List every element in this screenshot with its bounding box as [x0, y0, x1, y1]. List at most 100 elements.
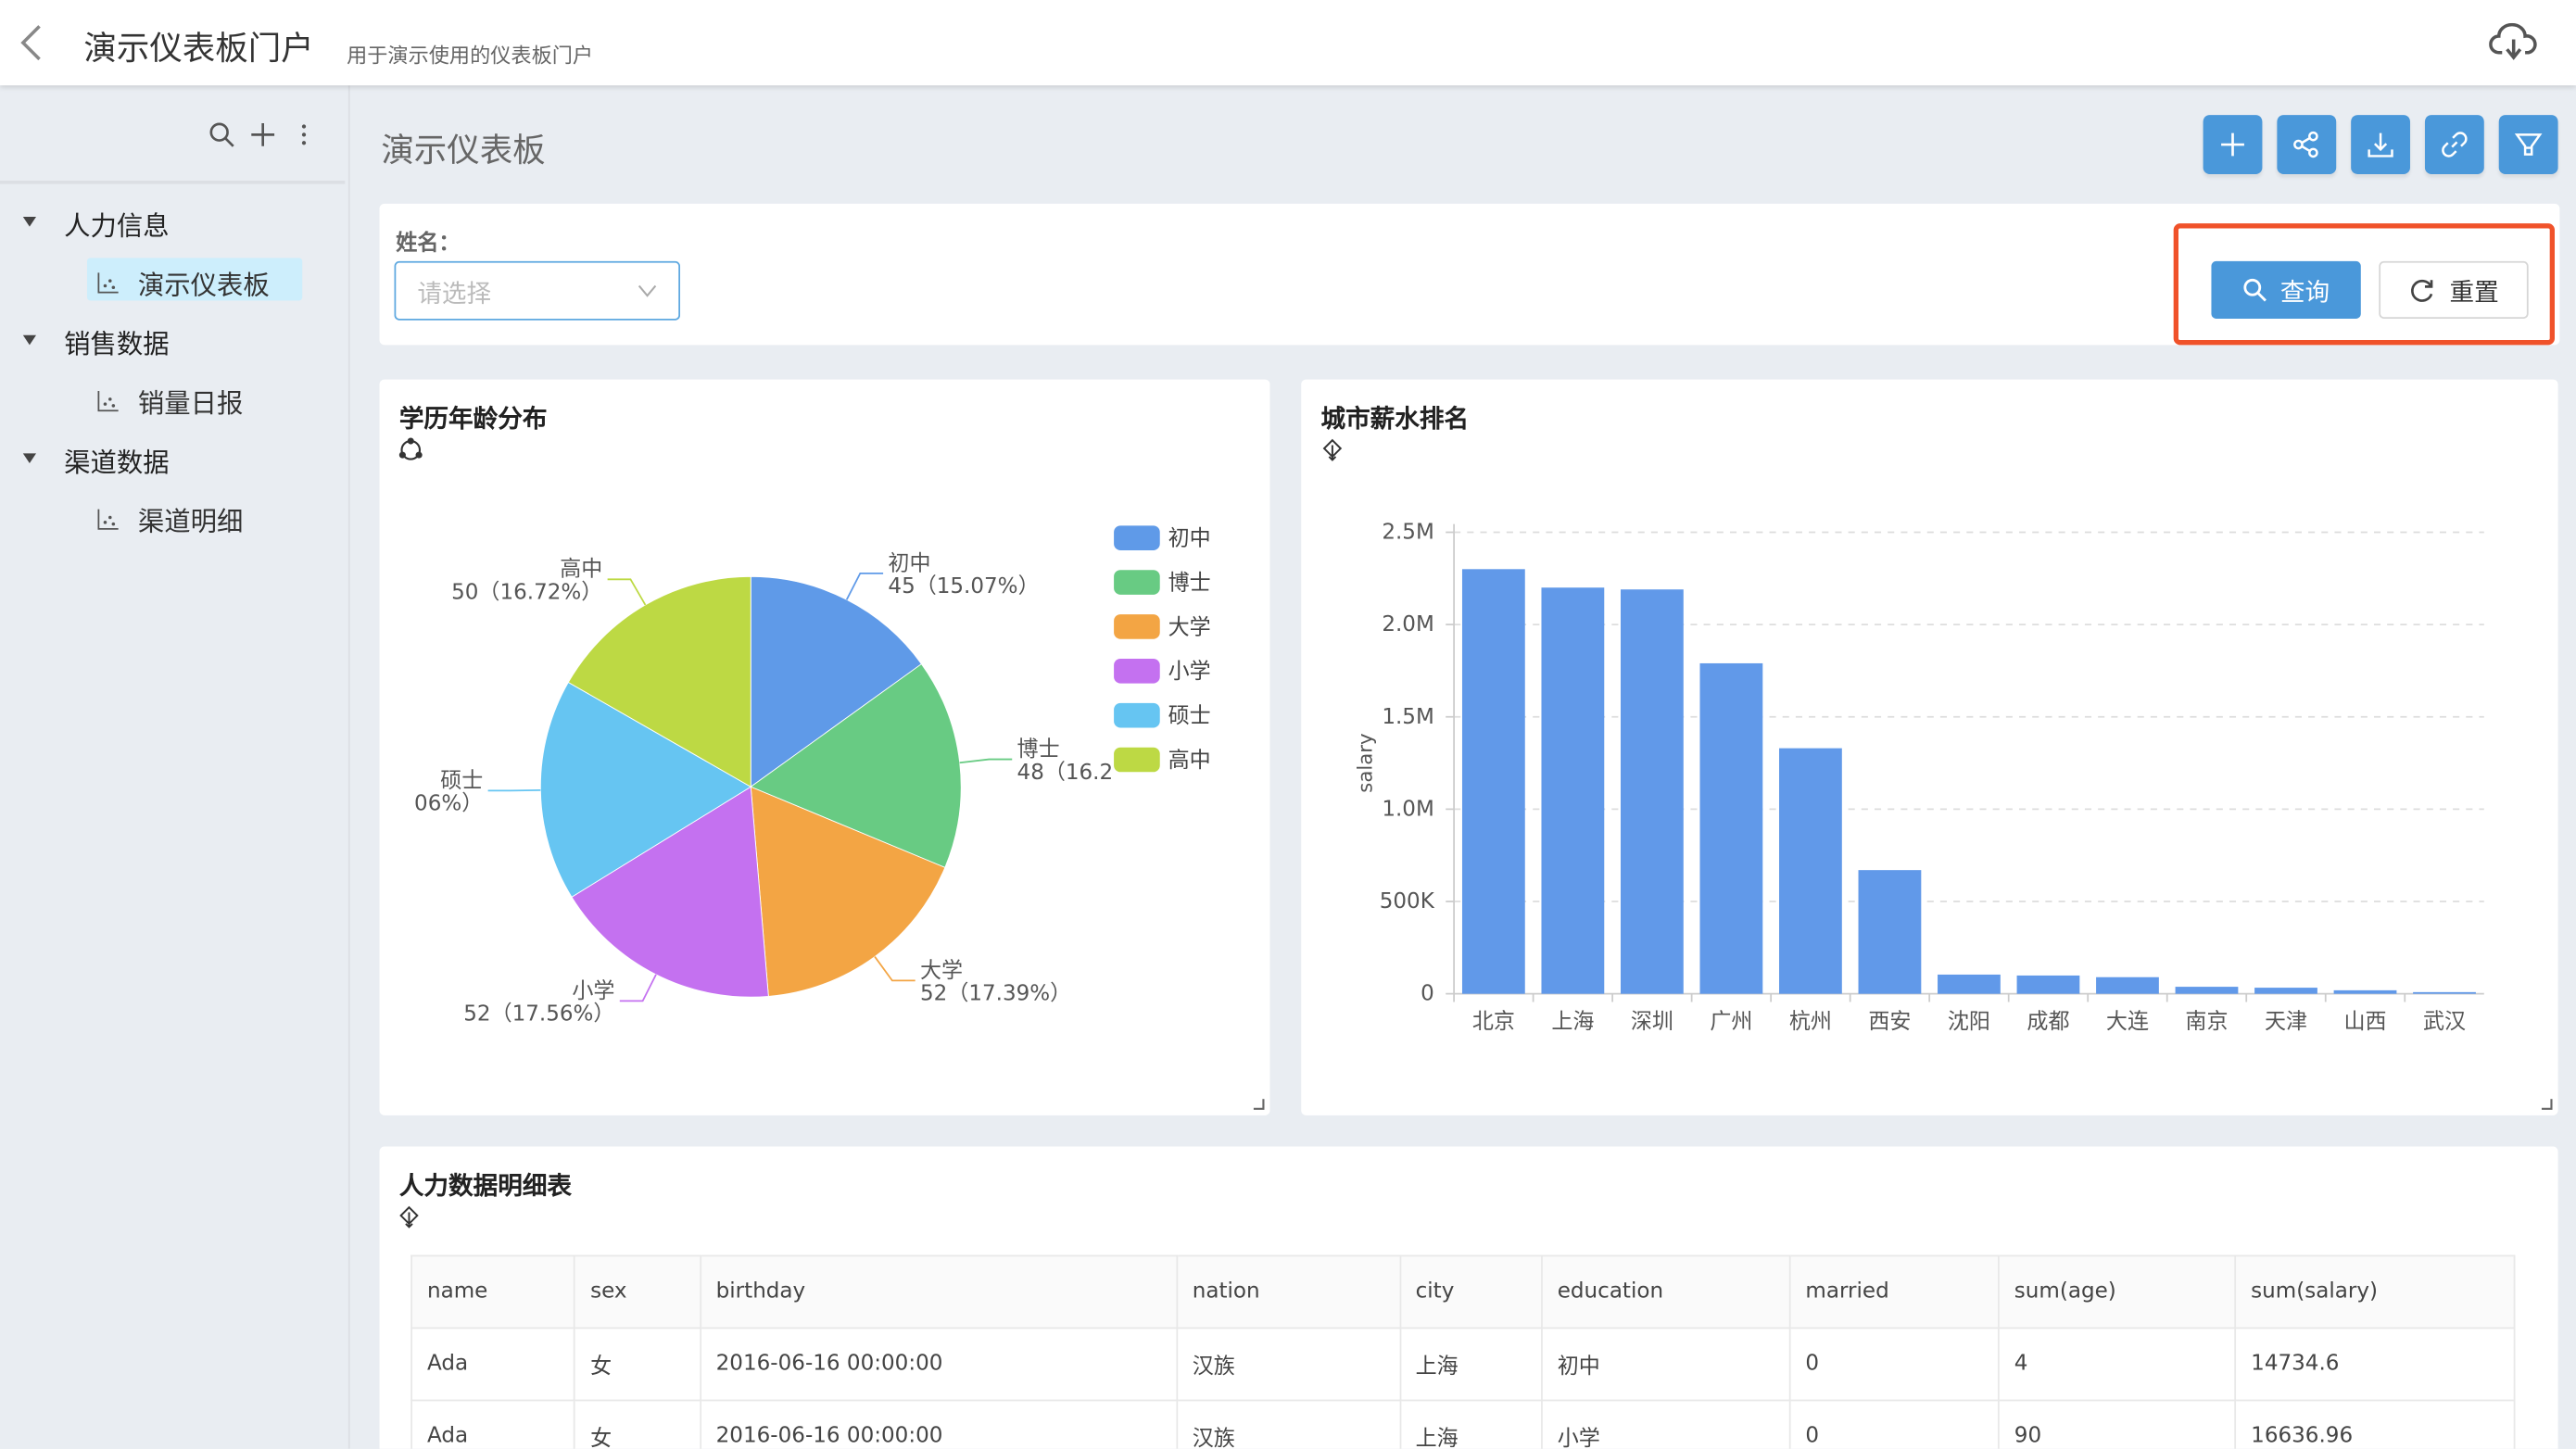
legend-label[interactable]: 高中: [1168, 749, 1211, 773]
bar[interactable]: [2333, 989, 2397, 994]
resize-handle[interactable]: [2541, 1099, 2553, 1110]
pie-label-line: [607, 578, 647, 606]
download-button[interactable]: [2351, 115, 2410, 174]
x-tick-label: 大连: [2106, 1010, 2149, 1034]
pie-label-value: 50（16.72%）: [451, 581, 602, 605]
filter-icon: [2514, 133, 2543, 156]
expand-toggle-icon[interactable]: [22, 217, 37, 227]
column-header[interactable]: married: [1788, 1254, 2000, 1329]
bar[interactable]: [2096, 976, 2159, 994]
name-filter-label: 姓名：: [396, 231, 461, 257]
reset-button[interactable]: 重置: [2379, 260, 2529, 319]
highlight-box: [2173, 223, 2556, 346]
legend-swatch[interactable]: [1114, 658, 1160, 684]
bar[interactable]: [2175, 987, 2239, 994]
legend-swatch[interactable]: [1114, 525, 1160, 550]
legend-swatch[interactable]: [1114, 747, 1160, 773]
filter-button[interactable]: [2498, 115, 2558, 174]
table-cell: Ada: [410, 1399, 576, 1449]
column-header[interactable]: birthday: [699, 1254, 1178, 1329]
pie-slice[interactable]: [750, 575, 923, 788]
sidebar-group[interactable]: 人力信息: [64, 209, 170, 242]
legend-label[interactable]: 大学: [1168, 615, 1211, 639]
portal-subtitle: 用于演示使用的仪表板门户: [347, 43, 594, 68]
search-icon: [2243, 278, 2267, 302]
bar[interactable]: [1779, 748, 1842, 994]
pie-slice[interactable]: [567, 575, 751, 788]
y-tick-label: 500K: [1380, 889, 1435, 914]
pie-slice[interactable]: [750, 663, 962, 868]
table-cell: 0: [1788, 1399, 2000, 1449]
table-type-icon: [399, 1205, 419, 1228]
sidebar-item[interactable]: 销量日报: [137, 387, 244, 420]
query-button[interactable]: 查询: [2211, 260, 2361, 319]
column-header[interactable]: name: [410, 1254, 576, 1329]
legend-label[interactable]: 博士: [1168, 572, 1211, 596]
more-vertical-icon[interactable]: [297, 121, 310, 147]
legend-swatch[interactable]: [1114, 702, 1160, 728]
bar[interactable]: [1938, 974, 2001, 994]
bar[interactable]: [2254, 988, 2317, 994]
share-button[interactable]: [2277, 115, 2337, 174]
name-select-placeholder: 请选择: [417, 279, 492, 309]
table-cell: 90: [1998, 1399, 2237, 1449]
search-icon[interactable]: [208, 121, 234, 147]
bar[interactable]: [1541, 587, 1605, 994]
bar[interactable]: [1858, 870, 1922, 994]
column-header[interactable]: education: [1540, 1254, 1791, 1329]
pie-label-value: 48（16.2: [1017, 761, 1114, 785]
bar[interactable]: [2016, 975, 2080, 994]
column-header[interactable]: sum(salary): [2234, 1254, 2516, 1329]
sidebar-item[interactable]: 渠道明细: [137, 506, 244, 537]
pie-label-name: 大学: [920, 959, 963, 983]
share-icon: [2293, 131, 2318, 158]
resize-handle[interactable]: [1253, 1099, 1265, 1110]
bar[interactable]: [1699, 662, 1763, 994]
sidebar: [0, 85, 350, 1449]
pie-slice[interactable]: [539, 681, 752, 898]
table-header-row: name sex birthday nation city education marrie…: [410, 1254, 2516, 1329]
column-header[interactable]: sex: [574, 1254, 701, 1329]
pie-label-name: 硕士: [440, 769, 483, 793]
y-tick-label: 2.5M: [1382, 521, 1434, 545]
sidebar-group[interactable]: 销售数据: [64, 328, 170, 360]
legend-label[interactable]: 小学: [1168, 660, 1211, 684]
download-icon: [2368, 132, 2393, 158]
sidebar-item[interactable]: 演示仪表板: [137, 269, 270, 301]
link-button[interactable]: [2424, 115, 2484, 174]
name-select[interactable]: 请选择: [394, 260, 681, 321]
legend-label[interactable]: 硕士: [1168, 704, 1211, 728]
legend-label[interactable]: 初中: [1168, 527, 1211, 551]
pie-chart: 初中45（15.07%）博士48（16.2大学52（17.39%）小学52（17…: [414, 525, 1211, 1027]
pie-chart-type-icon: [398, 437, 423, 460]
legend-swatch[interactable]: [1114, 614, 1160, 639]
plus-icon[interactable]: [249, 121, 275, 147]
bar[interactable]: [2413, 991, 2476, 994]
pie-label-name: 小学: [572, 979, 614, 1003]
expand-toggle-icon[interactable]: [22, 334, 37, 346]
sidebar-group[interactable]: 渠道数据: [64, 447, 170, 478]
table-cell: 上海: [1398, 1399, 1543, 1449]
column-header[interactable]: nation: [1176, 1254, 1401, 1329]
legend-swatch[interactable]: [1114, 570, 1160, 595]
bar[interactable]: [1461, 569, 1525, 994]
expand-toggle-icon[interactable]: [22, 453, 37, 463]
bar[interactable]: [1620, 589, 1684, 994]
hr-detail-table: name sex birthday nation city education marrie…: [410, 1254, 2516, 1449]
add-button[interactable]: [2203, 115, 2263, 174]
pie-label-name: 初中: [888, 551, 930, 575]
plus-icon: [2221, 132, 2244, 157]
back-chevron-icon[interactable]: [19, 23, 44, 63]
sidebar-divider: [0, 181, 346, 184]
table-cell: 0: [1788, 1327, 2000, 1402]
x-tick-label: 山西: [2343, 1010, 2386, 1034]
column-header[interactable]: city: [1398, 1254, 1543, 1329]
table-cell: 汉族: [1176, 1327, 1401, 1402]
column-header[interactable]: sum(age): [1998, 1254, 2237, 1329]
x-tick-label: 深圳: [1631, 1010, 1673, 1034]
query-label: 查询: [2279, 277, 2330, 308]
portal-title: 演示仪表板门户: [83, 28, 314, 68]
bar-chart-title: 城市薪水排名: [1320, 404, 1470, 435]
x-tick-label: 西安: [1868, 1010, 1911, 1034]
cloud-download-icon[interactable]: [2489, 22, 2538, 63]
